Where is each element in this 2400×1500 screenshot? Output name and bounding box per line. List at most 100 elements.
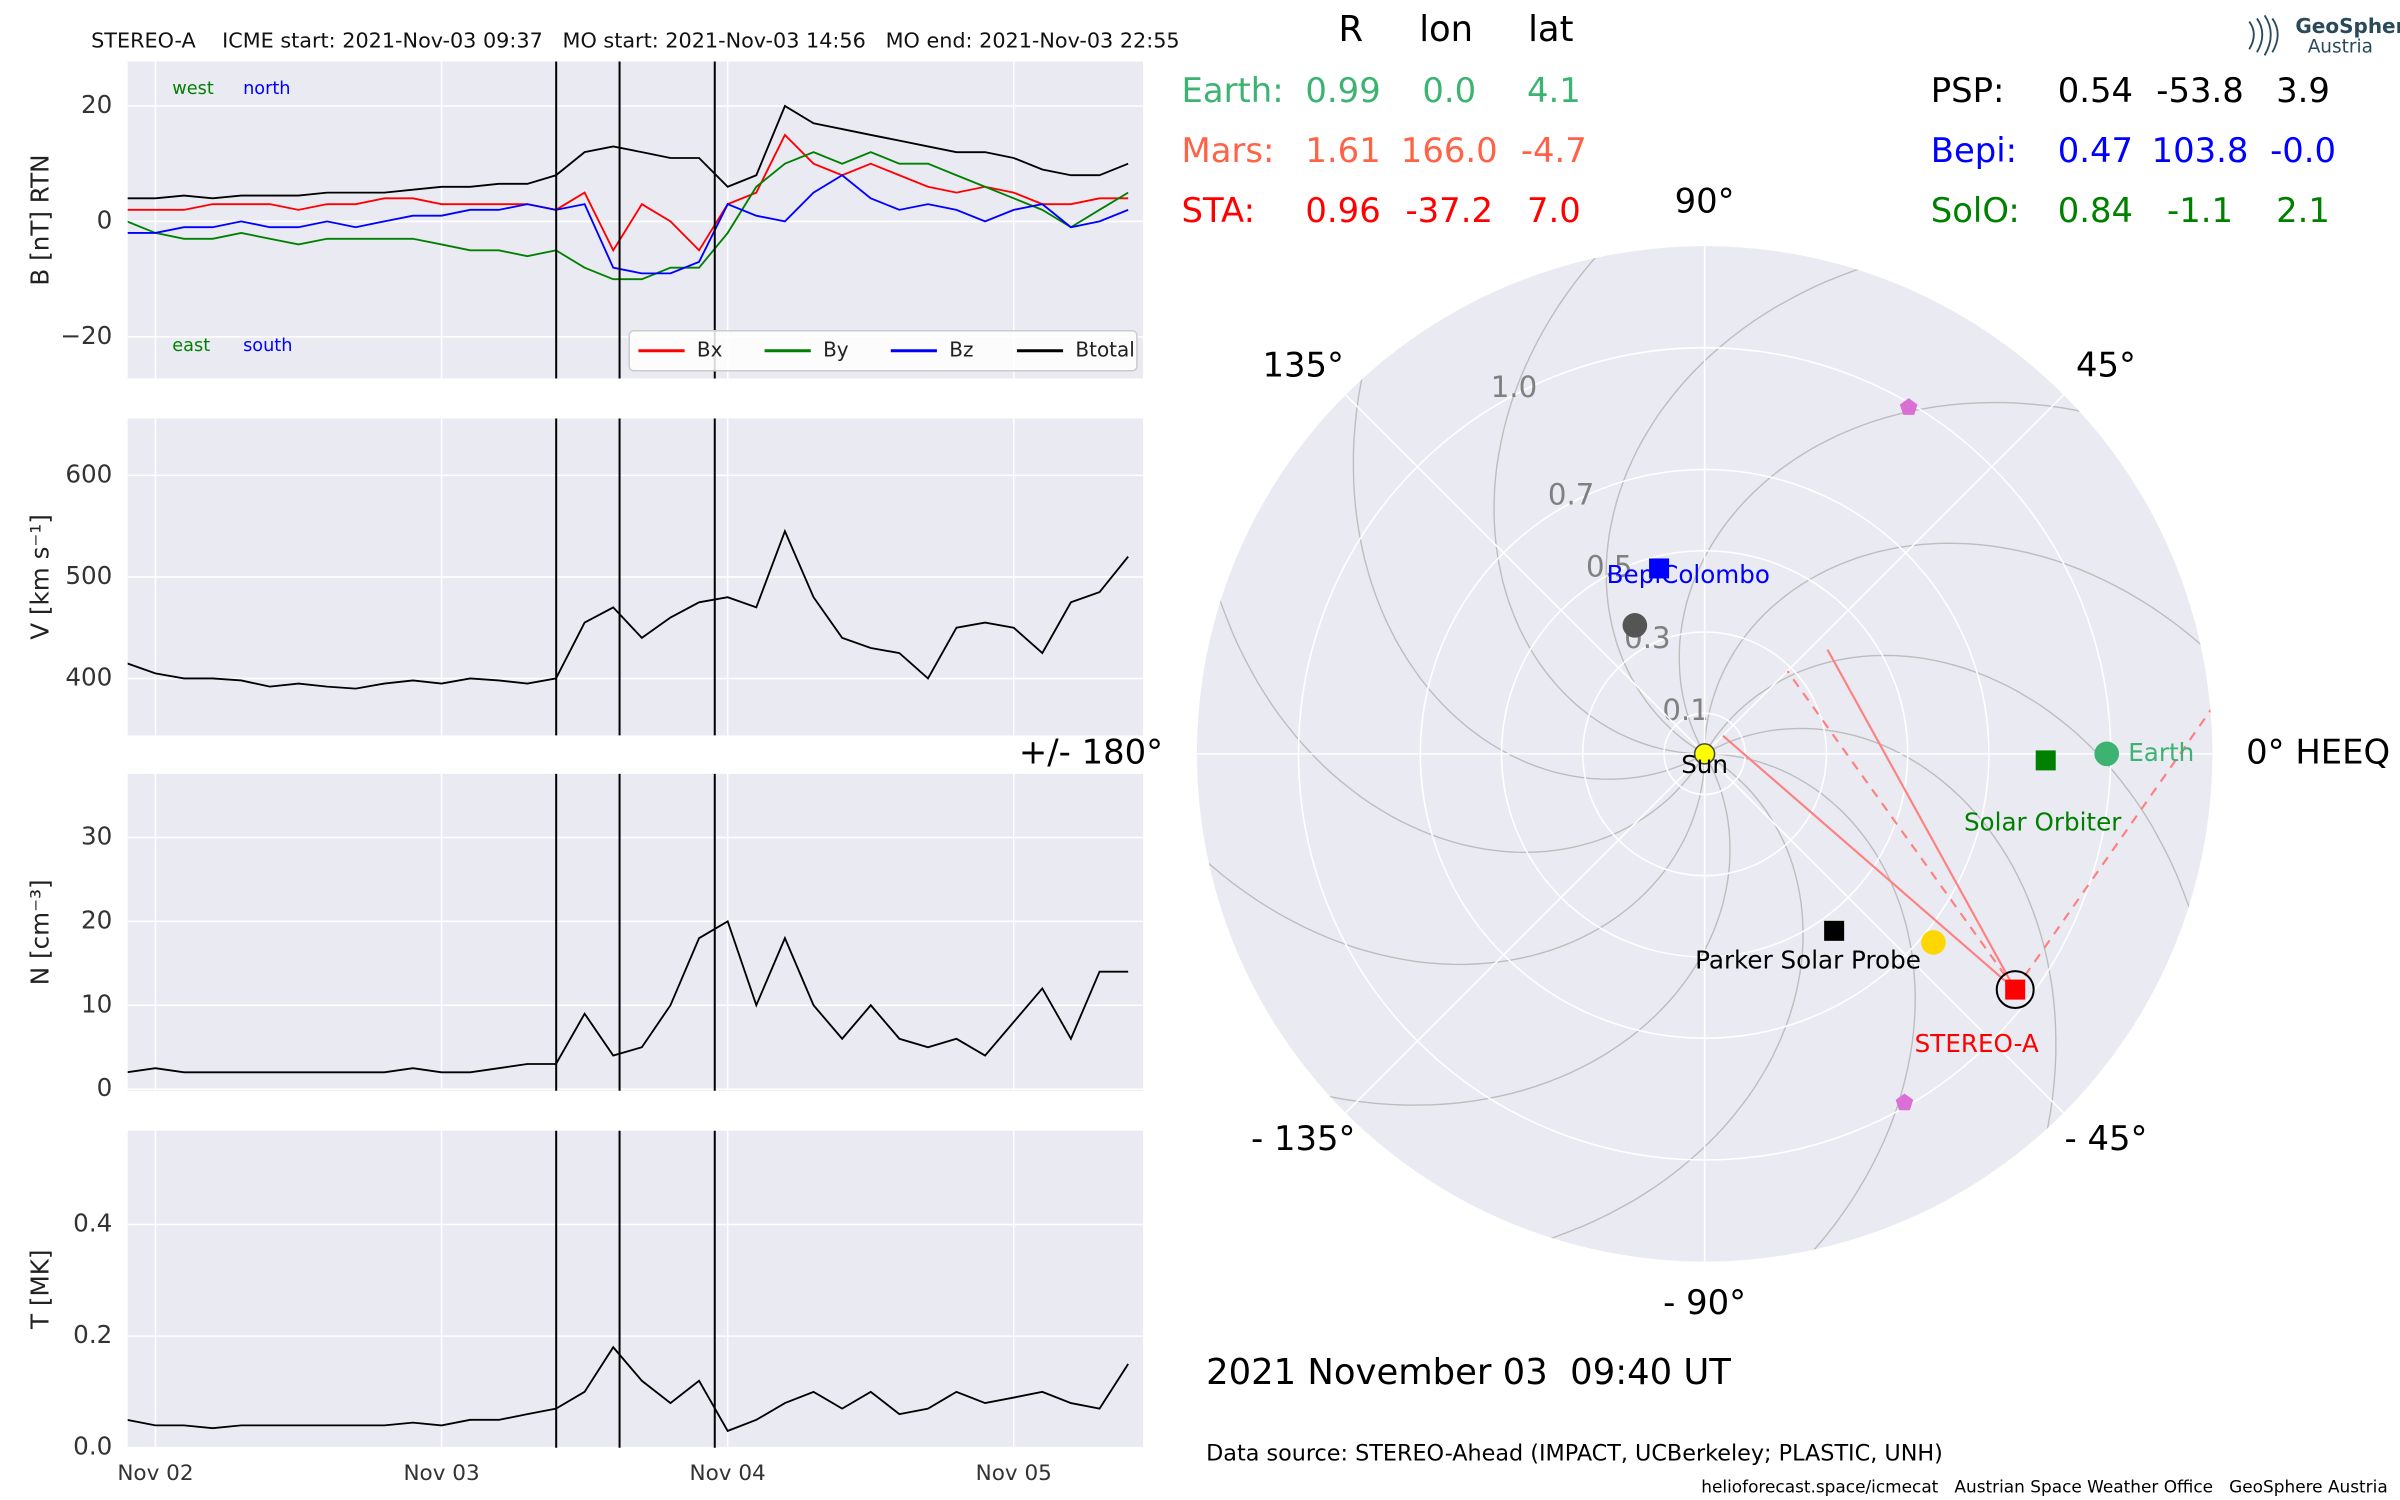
table-cell: -1.1	[2167, 191, 2233, 230]
table-cell: 103.8	[2152, 131, 2249, 170]
table-cell: 3.9	[2276, 71, 2330, 110]
data-line	[127, 151, 1129, 281]
theta-tick-label: 0° HEEQ	[2246, 732, 2390, 771]
logo-icon	[2248, 14, 2279, 56]
y-tick-label: 600	[65, 459, 112, 488]
y-tick-label: 400	[65, 663, 112, 692]
plot-area	[127, 773, 1144, 1091]
body-marker	[2035, 750, 2056, 771]
grid-spoke	[1704, 394, 2065, 755]
theta-tick-label: - 90°	[1663, 1283, 1746, 1322]
table-cell: 166.0	[1401, 131, 1498, 170]
table-cell: -0.0	[2270, 131, 2336, 170]
y-axis-label: B [nT] RTN	[26, 154, 55, 285]
data-line	[127, 1345, 1129, 1433]
legend-label: Bz	[949, 337, 973, 361]
y-tick-label: 0.2	[73, 1320, 112, 1349]
legend-label: By	[823, 337, 849, 361]
table-header: lon	[1419, 9, 1473, 50]
spiral	[1493, 246, 1705, 755]
grid-spoke	[1345, 394, 1706, 755]
table-cell: 2.1	[2276, 191, 2330, 230]
x-tick-label: Nov 03	[403, 1461, 479, 1486]
date: 2021 November 03 09:40 UT	[1206, 1352, 1731, 1393]
plot-area	[127, 61, 1144, 379]
spiral	[1678, 401, 2122, 755]
y-axis-label: T [MK]	[26, 1250, 55, 1330]
panel-title: STEREO-A ICME start: 2021-Nov-03 09:37 M…	[91, 29, 1180, 53]
table-row-name: PSP:	[1931, 71, 2005, 110]
spiral	[1287, 753, 1731, 1106]
theta-tick-label: - 135°	[1251, 1119, 1355, 1158]
y-tick-label: 0.0	[73, 1432, 112, 1461]
table-cell: 0.0	[1422, 71, 1476, 110]
data-line	[127, 104, 1129, 200]
table-cell: 0.54	[2058, 71, 2133, 110]
body-marker	[1921, 930, 1946, 955]
annotation: west	[172, 79, 214, 99]
body-label: Sun	[1681, 750, 1728, 779]
source: Data source: STEREO-Ahead (IMPACT, UCBer…	[1206, 1440, 1943, 1466]
table-cell: 0.84	[2058, 191, 2133, 230]
data-line	[127, 174, 1129, 275]
y-tick-label: 30	[81, 822, 112, 851]
legend-label: Bx	[697, 337, 723, 361]
logo-arc	[2271, 17, 2279, 53]
body-marker	[2094, 741, 2120, 767]
table-row-name: STA:	[1182, 191, 1255, 230]
spiral	[1704, 727, 2057, 1171]
table-row-name: SolO:	[1931, 191, 2020, 230]
logo-arc	[2263, 14, 2272, 56]
spiral	[1704, 654, 2202, 949]
spiral	[1704, 753, 1916, 1262]
table-header: R	[1338, 9, 1363, 50]
logo-sub: Austria	[2308, 37, 2373, 58]
table-cell: -37.2	[1405, 191, 1493, 230]
r-tick-label: 0.5	[1586, 549, 1632, 583]
table-cell: 0.96	[1305, 191, 1380, 230]
y-axis-label: N [cm⁻³]	[26, 879, 55, 985]
body-marker	[1899, 398, 1918, 415]
annotation: north	[243, 79, 290, 99]
fov-line	[1826, 649, 2017, 991]
y-tick-label: 500	[65, 561, 112, 590]
theta-tick-label: 90°	[1675, 182, 1735, 221]
y-tick-label: 0.4	[73, 1209, 112, 1238]
table-row-name: Mars:	[1182, 131, 1275, 170]
data-line	[127, 920, 1129, 1074]
theta-tick-label: +/- 180°	[1019, 732, 1163, 771]
theta-tick-label: 45°	[2076, 345, 2136, 384]
r-tick-label: 0.7	[1548, 478, 1594, 512]
fov-line	[1786, 670, 2017, 991]
grid-spoke	[1345, 753, 1706, 1114]
plot-area	[127, 1130, 1144, 1448]
r-tick-label: 0.1	[1662, 693, 1708, 727]
body-marker	[1895, 1093, 1914, 1111]
body-label: STEREO-A	[1915, 1029, 2039, 1058]
r-tick-label: 1.0	[1491, 370, 1537, 404]
table-header: lat	[1528, 9, 1574, 50]
spiral	[1510, 753, 1804, 1251]
body-label: Earth	[2128, 738, 2194, 767]
table-row-name: Earth:	[1182, 71, 1284, 110]
body-marker	[1649, 558, 1670, 579]
table-cell: 1.61	[1305, 131, 1380, 170]
spiral	[1703, 542, 2213, 754]
logo-name: GeoSphere	[2295, 14, 2400, 38]
y-axis-label: V [km s⁻¹]	[26, 514, 55, 640]
body-label: Parker Solar Probe	[1695, 946, 1921, 975]
theta-tick-label: - 45°	[2065, 1119, 2148, 1158]
body-label: Solar Orbiter	[1964, 807, 2122, 836]
y-tick-label: 20	[81, 905, 112, 934]
annotation: east	[172, 336, 210, 356]
body-marker	[2005, 979, 2026, 1000]
x-tick-label: Nov 05	[976, 1461, 1052, 1486]
fov-line	[1722, 734, 2016, 991]
spiral	[1605, 256, 1900, 755]
x-tick-label: Nov 02	[117, 1461, 193, 1486]
annotation: south	[243, 336, 292, 356]
body-marker	[1622, 613, 1648, 638]
y-tick-label: 20	[81, 90, 112, 119]
